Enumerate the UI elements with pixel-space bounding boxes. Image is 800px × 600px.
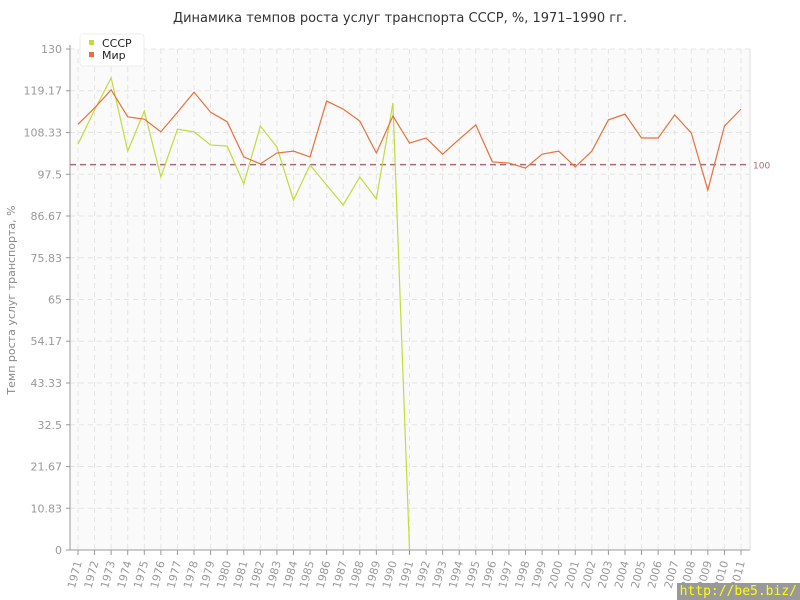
y-tick-label: 10.83 [31,502,63,515]
legend-swatch-world [89,52,94,57]
y-tick-label: 119.17 [24,85,63,98]
legend-label-world: Мир [102,49,126,62]
watermark: http://be5.biz/ [676,583,800,600]
reference-line-label: 100 [753,162,770,172]
y-tick-label: 65 [48,294,62,307]
y-tick-label: 21.67 [31,460,63,473]
legend-swatch-ussr [89,40,94,45]
y-tick-label: 130 [41,43,62,56]
y-tick-label: 75.83 [31,252,63,265]
y-tick-label: 108.33 [24,127,63,140]
legend-label-ussr: СССР [102,37,132,50]
legend: СССР Мир [79,33,145,67]
chart-title: Динамика темпов роста услуг транспорта С… [173,11,627,26]
y-tick-label: 0 [55,544,62,557]
y-tick-label: 86.67 [31,210,63,223]
y-axis-label: Темп роста услуг транспорта, % [5,205,18,395]
y-tick-label: 97.5 [38,168,63,181]
y-tick-label: 43.33 [31,377,63,390]
y-tick-label: 54.17 [31,335,63,348]
y-tick-label: 32.5 [38,419,63,432]
